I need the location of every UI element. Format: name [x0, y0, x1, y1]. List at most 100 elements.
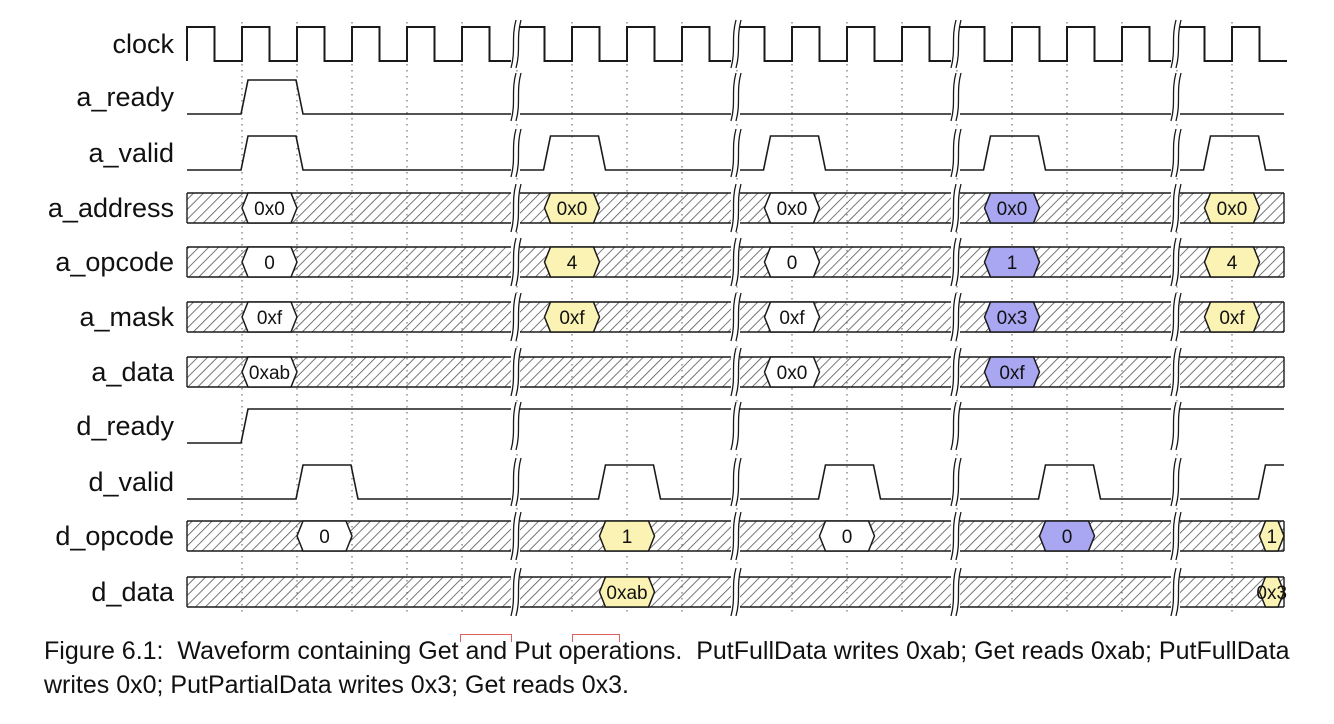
break-mark: [955, 511, 962, 561]
break-mark: [955, 237, 962, 287]
break-mark: [510, 401, 517, 451]
break-gap: [731, 129, 740, 177]
break-gap: [731, 402, 740, 450]
break-gap: [731, 293, 740, 341]
break-mark: [735, 72, 742, 122]
bus-value-label: 0: [319, 527, 330, 548]
break-gap: [511, 512, 520, 560]
bus-value-label: 0x0: [777, 199, 808, 220]
break-mark: [1170, 128, 1177, 178]
break-mark: [955, 72, 962, 122]
break-mark: [730, 292, 737, 342]
break-mark: [950, 567, 957, 617]
bus-value-cell: [983, 192, 1041, 224]
break-mark: [1170, 511, 1177, 561]
bus-value-cell: [543, 192, 601, 224]
break-mark: [955, 567, 962, 617]
break-mark: [510, 292, 517, 342]
bus-value-cell: [241, 356, 298, 388]
break-gap: [511, 458, 520, 506]
break-mark: [515, 292, 522, 342]
break-gap: [951, 402, 960, 450]
break-mark: [735, 292, 742, 342]
break-mark: [950, 128, 957, 178]
break-mark: [735, 401, 742, 451]
bus-value-label: 0xf: [257, 308, 283, 329]
bus-value-label: 4: [567, 253, 578, 274]
break-gap: [951, 458, 960, 506]
bus-value-cell: [763, 356, 821, 388]
break-mark: [510, 567, 517, 617]
break-gap: [951, 129, 960, 177]
signal-label-a-address: a_address: [47, 193, 174, 223]
bus-value-label: 0: [787, 253, 798, 274]
signal-trace-a-valid: [517, 135, 737, 171]
break-gap: [1171, 184, 1180, 232]
caption-prefix: Figure 6.1:: [44, 637, 164, 665]
break-mark: [510, 19, 517, 69]
break-mark: [1170, 72, 1177, 122]
break-gap: [1171, 129, 1180, 177]
bus-value-cell: [543, 301, 601, 333]
break-gap: [511, 402, 520, 450]
bus-value-label: 0x3: [997, 308, 1028, 329]
break-mark: [735, 237, 742, 287]
break-mark: [735, 183, 742, 233]
break-mark: [1175, 72, 1182, 122]
bus-value-label: 0x0: [1217, 199, 1248, 220]
break-mark: [515, 19, 522, 69]
break-mark: [735, 347, 742, 397]
break-mark: [515, 347, 522, 397]
signal-trace-a-valid: [737, 135, 957, 171]
break-gap: [731, 20, 740, 68]
break-gap: [511, 568, 520, 616]
break-gap: [951, 73, 960, 121]
break-mark: [955, 128, 962, 178]
bus-value-label: 0: [842, 527, 853, 548]
break-mark: [1175, 511, 1182, 561]
bus-value-cell: [598, 520, 656, 552]
break-mark: [1170, 347, 1177, 397]
break-mark: [515, 567, 522, 617]
bus-value-label: 0: [1062, 527, 1073, 548]
bus-value-cell: [1203, 246, 1261, 278]
break-mark: [955, 183, 962, 233]
break-mark: [950, 457, 957, 507]
bus-value-label: 0xab: [606, 583, 647, 604]
signal-label-a-ready: a_ready: [76, 82, 174, 112]
break-gap: [1171, 458, 1180, 506]
break-mark: [735, 457, 742, 507]
break-mark: [1175, 19, 1182, 69]
signal-trace-a-valid: [187, 135, 517, 171]
highlight-mark: [572, 634, 620, 642]
break-gap: [1171, 512, 1180, 560]
break-gap: [951, 20, 960, 68]
break-mark: [510, 128, 517, 178]
break-mark: [955, 292, 962, 342]
break-gap: [731, 238, 740, 286]
break-mark: [730, 401, 737, 451]
signal-trace-d-valid: [1177, 464, 1284, 500]
signal-label-a-data: a_data: [91, 357, 174, 387]
break-mark: [955, 457, 962, 507]
break-mark: [1175, 237, 1182, 287]
signal-trace-d-valid: [957, 464, 1177, 500]
bus-value-cell: [1258, 576, 1285, 608]
bus-value-cell: [241, 246, 298, 278]
break-mark: [515, 128, 522, 178]
bus-value-cell: [241, 192, 298, 224]
signal-label-d-valid: d_valid: [88, 467, 174, 497]
bus-value-cell: [543, 246, 601, 278]
bus-value-label: 0xab: [249, 363, 290, 384]
break-gap: [511, 20, 520, 68]
break-mark: [1175, 128, 1182, 178]
break-mark: [1175, 183, 1182, 233]
break-mark: [510, 72, 517, 122]
bus-value-cell: [1203, 301, 1261, 333]
break-mark: [1175, 567, 1182, 617]
break-mark: [730, 237, 737, 287]
bus-value-cell: [1203, 192, 1261, 224]
break-mark: [730, 19, 737, 69]
signal-trace-d-valid: [517, 464, 737, 500]
waveform-diagram: 0x0 0x0 0x0 0x0 0x0 0 4 0 1 4 0xf 0xf 0xf 0x3 0xf 0xab 0…: [186, 19, 1287, 617]
